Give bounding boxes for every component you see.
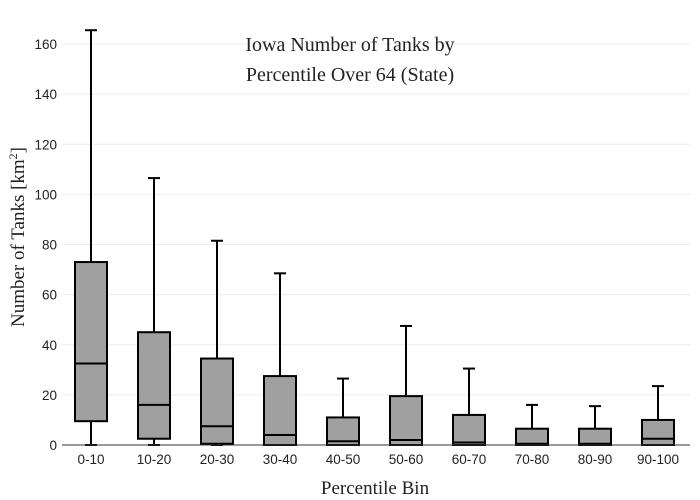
y-tick-label: 0 (49, 438, 57, 453)
box-group-30-40 (263, 272, 297, 446)
x-tick-label: 50-60 (389, 452, 424, 467)
iqr-box (389, 395, 423, 446)
y-tick-label: 160 (34, 37, 57, 52)
x-tick-label: 90-100 (637, 452, 679, 467)
x-axis-label: Percentile Bin (321, 478, 430, 499)
y-tick-label: 40 (42, 338, 57, 353)
x-tick-label: 20-30 (200, 452, 235, 467)
y-tick-label: 20 (42, 388, 57, 403)
y-tick-label: 140 (34, 87, 57, 102)
box-series (74, 29, 675, 447)
box-group-90-100 (641, 385, 675, 446)
y-tick-labels: 0 20 40 60 80 100 120 140 160 (34, 37, 57, 453)
x-tick-label: 70-80 (515, 452, 550, 467)
chart-title-line-1: Iowa Number of Tanks by (245, 34, 454, 56)
y-tick-label: 120 (34, 137, 57, 152)
box-group-50-60 (389, 324, 423, 446)
x-tick-label: 80-90 (578, 452, 613, 467)
iqr-box (578, 427, 612, 447)
iqr-box (515, 427, 549, 447)
y-axis-label-end: ] (8, 147, 29, 153)
y-axis-label-superscript: 2 (6, 153, 20, 159)
iqr-box (137, 331, 171, 440)
box-group-20-30 (200, 239, 234, 446)
y-tick-label: 60 (42, 288, 57, 303)
chart-title-line-2: Percentile Over 64 (State) (246, 64, 454, 86)
box-group-70-80 (515, 403, 549, 447)
box-group-60-70 (452, 367, 486, 446)
y-axis-label: Number of Tanks [km2] (6, 147, 29, 327)
iqr-box (641, 418, 675, 446)
x-tick-labels: 0-10 10-20 20-30 30-40 40-50 50-60 60-70 70-80 8… (77, 452, 679, 467)
iqr-box (200, 357, 234, 445)
x-tick-label: 40-50 (326, 452, 361, 467)
iqr-box (263, 375, 297, 446)
iqr-box (452, 413, 486, 446)
iqr-box (74, 261, 108, 423)
x-tick-label: 60-70 (452, 452, 487, 467)
box-group-40-50 (326, 377, 360, 446)
y-axis-label-main: Number of Tanks [km (8, 159, 29, 327)
x-tick-label: 10-20 (137, 452, 172, 467)
box-group-80-90 (578, 405, 612, 447)
box-group-0-10 (74, 29, 108, 446)
x-tick-label: 0-10 (77, 452, 104, 467)
y-tick-label: 100 (34, 187, 57, 202)
box-group-10-20 (137, 177, 171, 446)
x-tick-label: 30-40 (263, 452, 298, 467)
y-tick-label: 80 (42, 238, 57, 253)
